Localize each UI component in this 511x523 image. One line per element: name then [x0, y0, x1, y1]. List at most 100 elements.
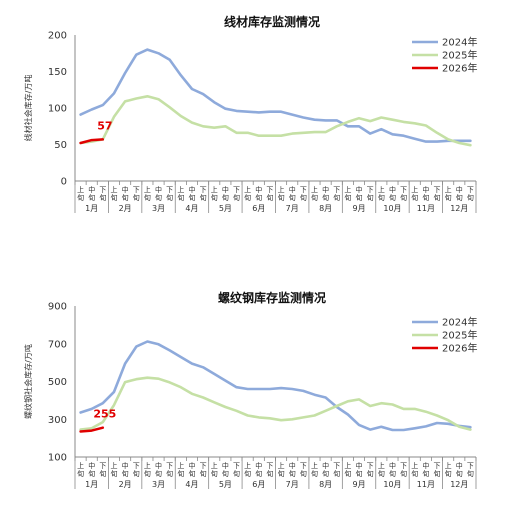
x-tick-label: 旬 — [434, 193, 441, 202]
x-tick-label: 下 — [333, 186, 340, 194]
x-tick-label: 上 — [278, 461, 285, 470]
x-tick-label: 旬 — [200, 469, 207, 478]
x-tick-label: 旬 — [322, 469, 329, 478]
x-tick-label: 旬 — [110, 193, 117, 202]
x-tick-label: 旬 — [467, 193, 474, 202]
x-tick-label: 旬 — [110, 469, 117, 478]
x-tick-label: 下 — [166, 186, 173, 194]
x-tick-label: 上 — [344, 185, 351, 194]
y-tick-label: 50 — [54, 140, 67, 151]
rebar-inventory-chart: 螺纹钢库存监测情况 螺纹钢社会库存/万吨 100 300 500 700 900 上旬中旬下旬… — [0, 262, 511, 523]
month-label: 7月 — [286, 480, 299, 489]
x-tick-label: 中 — [122, 461, 129, 470]
x-tick-label: 中 — [155, 185, 162, 194]
y-axis-label: 螺纹钢社会库存/万吨 — [23, 344, 33, 419]
x-tick-label: 旬 — [211, 193, 218, 202]
x-tick-label: 旬 — [445, 193, 452, 202]
month-label: 2月 — [119, 204, 132, 213]
x-tick-label: 旬 — [389, 193, 396, 202]
x-tick-label: 旬 — [200, 193, 207, 202]
y-tick-label: 500 — [48, 377, 67, 388]
month-label: 6月 — [252, 480, 265, 489]
month-label: 7月 — [286, 204, 299, 213]
x-tick-label: 中 — [456, 461, 463, 470]
chart-title: 螺纹钢库存监测情况 — [218, 290, 326, 305]
x-tick-label: 中 — [222, 461, 229, 470]
x-tick-label: 旬 — [344, 469, 351, 478]
month-label: 3月 — [152, 480, 165, 489]
x-tick-label: 中 — [188, 185, 195, 194]
y-axis-label: 线材社会库存/万吨 — [23, 75, 33, 142]
y-tick-label: 300 — [48, 415, 67, 426]
x-tick-label: 旬 — [222, 469, 229, 478]
x-tick-label: 旬 — [333, 469, 340, 478]
x-tick-label: 旬 — [166, 469, 173, 478]
wire-rod-inventory-chart: 线材库存监测情况 线材社会库存/万吨 0 50 100 150 200 上旬中旬下旬上旬中旬下… — [23, 14, 477, 213]
x-tick-label: 中 — [389, 185, 396, 194]
wire-rod-chart-svg: 线材库存监测情况线材社会库存/万吨050100150200上旬中旬下旬上旬中旬下… — [23, 14, 477, 213]
month-label: 12月 — [450, 480, 468, 489]
month-label: 8月 — [319, 204, 332, 213]
x-tick-label: 中 — [322, 185, 329, 194]
x-tick-label: 中 — [356, 185, 363, 194]
x-tick-label: 上 — [378, 185, 385, 194]
x-tick-label: 旬 — [278, 193, 285, 202]
x-tick-label: 旬 — [278, 469, 285, 478]
x-tick-label: 中 — [188, 461, 195, 470]
x-tick-label: 旬 — [422, 193, 429, 202]
y-tick-label: 900 — [48, 302, 67, 313]
x-tick-label: 旬 — [400, 193, 407, 202]
x-tick-label: 上 — [311, 461, 318, 470]
legend-label: 2025年 — [442, 329, 477, 342]
x-tick-label: 下 — [133, 186, 140, 194]
x-tick-label: 旬 — [266, 193, 273, 202]
x-tick-label: 中 — [422, 185, 429, 194]
x-tick-label: 旬 — [422, 469, 429, 478]
x-tick-label: 上 — [144, 461, 151, 470]
series-line-2026年 — [79, 426, 105, 433]
month-label: 9月 — [352, 480, 365, 489]
legend-label: 2024年 — [442, 36, 477, 49]
x-tick-label: 下 — [333, 462, 340, 470]
month-label: 5月 — [219, 204, 232, 213]
x-tick-label: 上 — [77, 461, 84, 470]
x-tick-label: 旬 — [77, 193, 84, 202]
month-label: 6月 — [252, 204, 265, 213]
x-tick-label: 中 — [356, 461, 363, 470]
x-tick-label: 中 — [88, 461, 95, 470]
x-tick-label: 下 — [434, 462, 441, 470]
month-label: 11月 — [417, 204, 435, 213]
x-tick-label: 下 — [367, 186, 374, 194]
x-tick-label: 旬 — [333, 193, 340, 202]
x-tick-label: 旬 — [434, 469, 441, 478]
x-tick-label: 旬 — [322, 193, 329, 202]
x-tick-label: 旬 — [88, 193, 95, 202]
x-tick-label: 旬 — [177, 193, 184, 202]
x-tick-label: 上 — [211, 185, 218, 194]
x-tick-label: 旬 — [456, 193, 463, 202]
x-tick-label: 旬 — [133, 469, 140, 478]
x-tick-label: 旬 — [244, 193, 251, 202]
x-tick-label: 下 — [99, 462, 106, 470]
x-tick-label: 上 — [278, 185, 285, 194]
series-line-2025年 — [79, 95, 472, 147]
month-label: 3月 — [152, 204, 165, 213]
legend-label: 2026年 — [442, 62, 477, 75]
x-tick-label: 旬 — [289, 469, 296, 478]
x-tick-label: 旬 — [177, 469, 184, 478]
x-tick-label: 旬 — [244, 469, 251, 478]
x-tick-label: 中 — [155, 461, 162, 470]
x-tick-label: 中 — [88, 185, 95, 194]
month-label: 8月 — [319, 480, 332, 489]
x-tick-label: 旬 — [77, 469, 84, 478]
x-tick-label: 中 — [289, 461, 296, 470]
x-tick-label: 旬 — [144, 469, 151, 478]
x-tick-label: 旬 — [233, 193, 240, 202]
x-tick-label: 旬 — [378, 469, 385, 478]
month-label: 10月 — [383, 480, 401, 489]
x-tick-label: 中 — [289, 185, 296, 194]
legend-label: 2026年 — [442, 342, 477, 355]
x-tick-label: 下 — [400, 462, 407, 470]
x-tick-label: 上 — [177, 185, 184, 194]
x-tick-label: 上 — [244, 185, 251, 194]
